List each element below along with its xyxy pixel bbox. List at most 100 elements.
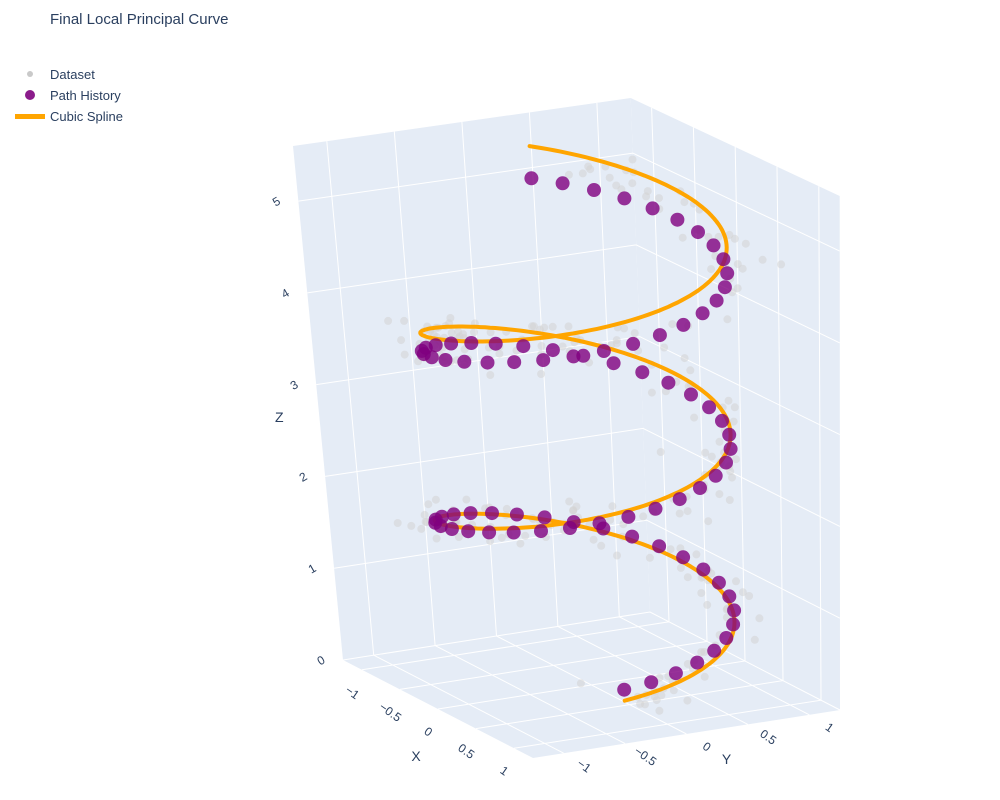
scene-walls — [293, 98, 840, 758]
path-history-point — [444, 336, 459, 351]
dataset-point — [703, 600, 712, 609]
path-history-point — [488, 336, 503, 351]
dataset-point — [676, 563, 685, 572]
dataset-point — [572, 502, 581, 511]
path-history-point — [617, 191, 632, 206]
path-history-point — [480, 355, 495, 370]
path-history-point — [717, 280, 732, 295]
legend-line-cubic-spline-icon — [14, 106, 46, 127]
dataset-point — [715, 437, 724, 446]
legend-marker-path-history-icon — [14, 85, 46, 106]
path-history-point — [606, 356, 621, 371]
path-history-point — [596, 344, 611, 358]
dataset-point — [495, 349, 504, 358]
path-history-point — [722, 427, 737, 442]
dataset-point — [723, 315, 732, 324]
path-history-point — [626, 336, 641, 351]
dataset-point — [657, 691, 666, 700]
dataset-point — [565, 497, 574, 506]
dataset-point — [400, 316, 409, 325]
path-history-point — [534, 524, 548, 539]
legend-item-cubic-spline[interactable]: Cubic Spline — [14, 106, 123, 127]
dataset-point — [700, 648, 709, 656]
path-history-point — [644, 675, 659, 690]
dataset-point — [605, 173, 614, 182]
y-tick-label: −0.5 — [632, 744, 660, 769]
gridline-z — [325, 427, 841, 527]
path-history-point — [723, 441, 738, 456]
z-tick-label: 1 — [306, 561, 319, 577]
dataset-point — [690, 413, 699, 422]
path-history-point — [545, 343, 560, 358]
path-history-point — [676, 550, 691, 565]
dataset-point — [732, 455, 740, 464]
dataset-point — [606, 515, 615, 524]
dataset-point — [639, 512, 648, 521]
path-history-point — [524, 171, 539, 186]
path-history-point — [645, 201, 660, 216]
dataset-point — [707, 452, 716, 461]
scene-gridlines — [298, 102, 841, 754]
dataset-point — [462, 495, 471, 504]
dataset-point — [432, 534, 441, 543]
path-history-point — [652, 328, 667, 343]
dataset-point — [647, 388, 656, 397]
dataset-point — [537, 342, 546, 350]
path-history-point — [652, 539, 667, 554]
dataset-point — [777, 260, 786, 269]
dataset-point — [692, 550, 701, 559]
dataset-point — [686, 366, 695, 375]
path-history-point — [485, 506, 499, 521]
legend-label-dataset: Dataset — [50, 67, 95, 82]
dataset-point — [714, 232, 723, 241]
dataset-point — [741, 239, 750, 248]
legend-item-dataset[interactable]: Dataset — [14, 64, 123, 85]
dataset-point — [497, 533, 506, 542]
legend-item-path-history[interactable]: Path History — [14, 85, 123, 106]
dataset-point — [537, 370, 546, 378]
dataset-point — [447, 328, 456, 337]
dataset-point — [750, 635, 759, 644]
path-history-point — [424, 350, 439, 365]
dataset-point — [486, 328, 495, 337]
z-tick-label: 4 — [279, 286, 292, 302]
dataset-point — [726, 467, 735, 476]
dataset-point — [558, 342, 567, 351]
dataset-point — [700, 672, 709, 681]
dataset-point — [733, 284, 742, 293]
path-history-point — [668, 666, 683, 681]
dataset-point — [738, 588, 747, 597]
path-history-point — [670, 212, 685, 227]
dataset-point — [730, 403, 739, 412]
dataset-point — [502, 504, 511, 513]
path-history-point — [708, 468, 723, 483]
x-tick-label: −1 — [343, 683, 363, 703]
path-history-point — [711, 575, 726, 590]
path-history-point — [696, 562, 711, 577]
path-history-point — [722, 589, 737, 604]
dataset-point — [675, 509, 684, 518]
dataset-point — [666, 545, 675, 554]
dataset-point — [564, 170, 573, 179]
x-tick-label: 0.5 — [455, 741, 477, 762]
dataset-point — [454, 327, 463, 336]
path-history-point — [691, 225, 705, 240]
dataset-point — [758, 255, 767, 264]
chart-title: Final Local Principal Curve — [50, 11, 229, 28]
path-history-point — [592, 516, 607, 531]
dataset-point — [630, 329, 639, 338]
path-history-point — [635, 365, 650, 380]
z-tick-label: 5 — [270, 194, 283, 210]
dataset-point — [576, 679, 585, 688]
dataset-point — [608, 502, 617, 511]
y-tick-label: 0 — [700, 739, 714, 754]
dataset-point — [620, 324, 629, 333]
gridline-z — [298, 152, 840, 252]
dataset-point — [668, 320, 677, 329]
y-tick-label: 0.5 — [757, 727, 779, 748]
dataset-point — [617, 185, 626, 194]
path-history-point — [709, 293, 724, 308]
path-history-point — [672, 492, 687, 507]
